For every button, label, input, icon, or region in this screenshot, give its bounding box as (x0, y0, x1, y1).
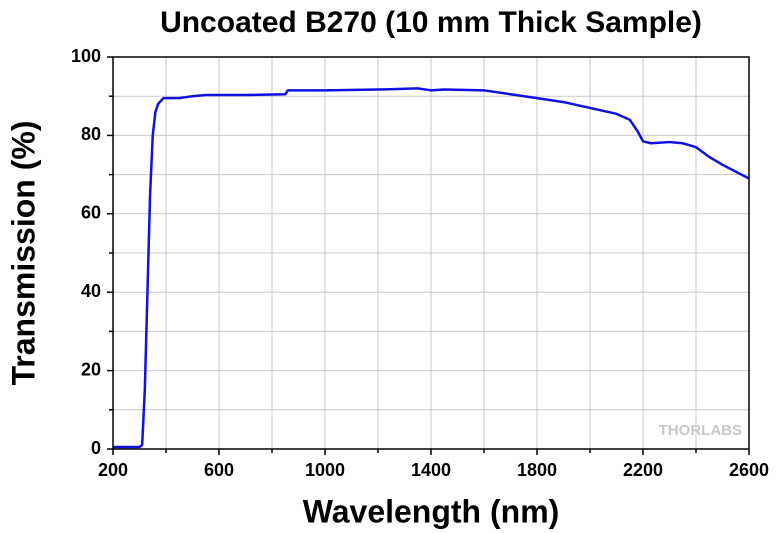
x-tick-label: 1000 (305, 460, 345, 480)
x-tick-label: 1400 (411, 460, 451, 480)
data-line (113, 87, 750, 449)
x-tick-label: 2200 (623, 460, 663, 480)
x-tick-label: 600 (204, 460, 234, 480)
plot-frame (112, 56, 750, 450)
y-tick-label: 60 (81, 203, 101, 223)
y-tick-label: 80 (81, 124, 101, 144)
x-tick-label: 2600 (729, 460, 769, 480)
y-tick-label: 100 (71, 46, 101, 66)
chart-title: Uncoated B270 (10 mm Thick Sample) (160, 6, 702, 39)
x-tick-label: 1800 (517, 460, 557, 480)
x-tick-label: 200 (98, 460, 128, 480)
y-tick-label: 20 (81, 359, 101, 379)
watermark: THORLABS (659, 422, 742, 439)
y-tick-label: 0 (91, 438, 101, 458)
x-axis-label: Wavelength (nm) (303, 493, 560, 529)
y-tick-label: 40 (81, 281, 101, 301)
y-axis-label: Transmission (%) (5, 121, 41, 386)
